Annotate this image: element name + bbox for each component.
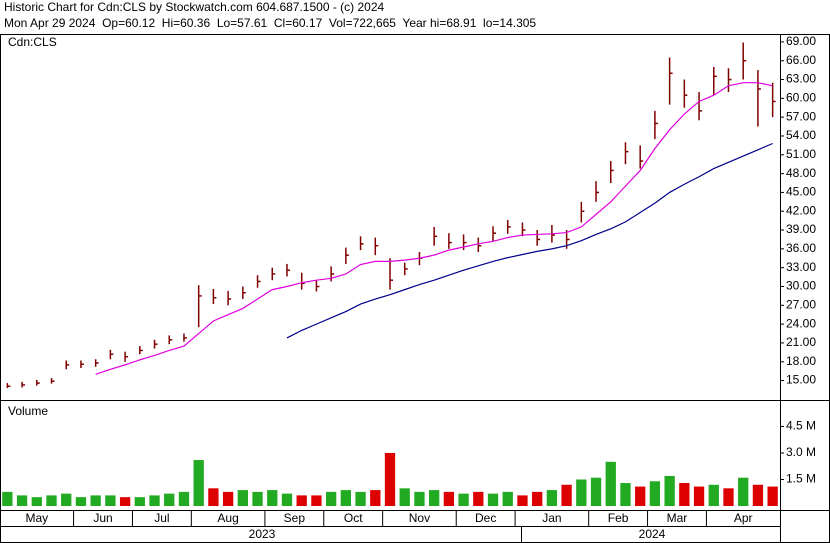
y-tick-label: 30.00	[786, 279, 816, 293]
volume-bar	[590, 477, 602, 506]
y-tick-label: 60.00	[786, 91, 816, 105]
volume-bar	[399, 488, 410, 506]
x-tick-label: May	[25, 511, 48, 525]
volume-bar	[90, 495, 101, 506]
volume-bar	[134, 497, 145, 506]
year-label: 2024	[639, 527, 666, 541]
y-tick-label: 48.00	[786, 166, 816, 180]
y-tick-label: 15.00	[786, 373, 816, 387]
y-tick-label: 51.00	[786, 147, 816, 161]
volume-bar	[208, 488, 219, 506]
volume-bar	[311, 495, 322, 506]
volume-bar	[708, 484, 719, 506]
moving-average	[286, 142, 773, 339]
volume-bar	[149, 495, 160, 506]
volume-bar	[105, 495, 116, 506]
volume-bar	[693, 486, 705, 506]
y-tick-label: 54.00	[786, 128, 816, 142]
volume-bar	[487, 493, 499, 506]
volume-label: Volume	[8, 404, 48, 418]
volume-bar	[738, 477, 749, 506]
volume-bar	[561, 484, 572, 506]
x-tick-label: Jan	[542, 511, 561, 525]
x-tick-label: Sep	[284, 511, 306, 525]
volume-bar	[2, 491, 13, 506]
volume-bar	[340, 490, 351, 506]
volume-bar	[237, 490, 248, 506]
x-tick-label: Apr	[734, 511, 753, 525]
y-tick-label: 21.00	[786, 335, 816, 349]
volume-bar	[414, 491, 425, 506]
volume-bar	[222, 491, 234, 506]
volume-bar	[75, 497, 87, 506]
x-tick-label: Nov	[409, 511, 430, 525]
volume-bar	[370, 490, 381, 506]
y-tick-label: 36.00	[786, 241, 816, 255]
volume-bar	[355, 491, 366, 506]
chart-subtitle: Mon Apr 29 2024 Op=60.12 Hi=60.36 Lo=57.…	[4, 16, 536, 30]
volume-bar	[429, 490, 440, 506]
volume-bar	[605, 461, 616, 506]
volume-bar	[119, 497, 131, 506]
x-tick-label: Jun	[93, 511, 112, 525]
volume-bar	[178, 491, 190, 506]
y-tick-label: 24.00	[786, 316, 816, 330]
volume-bar	[267, 490, 278, 506]
y-tick-label: 18.00	[786, 354, 816, 368]
chart-title: Historic Chart for Cdn:CLS by Stockwatch…	[4, 0, 385, 14]
volume-bar	[752, 484, 764, 506]
y-tick-label: 45.00	[786, 185, 816, 199]
volume-bar	[193, 460, 204, 506]
volume-bar	[473, 491, 484, 506]
volume-bar	[281, 493, 293, 506]
x-tick-label: Feb	[608, 511, 629, 525]
volume-bar	[546, 490, 558, 506]
volume-bar	[16, 495, 28, 506]
volume-bar	[252, 491, 263, 506]
volume-bar	[532, 491, 543, 506]
volume-bar	[679, 483, 690, 506]
volume-bar	[61, 493, 72, 506]
volume-bar	[296, 495, 307, 506]
y-tick-label: 3.0 M	[786, 445, 816, 459]
x-tick-label: Dec	[475, 511, 496, 525]
volume-bar	[325, 491, 337, 506]
x-tick-label: Mar	[667, 511, 688, 525]
volume-bar	[164, 493, 175, 506]
volume-bar	[723, 488, 734, 506]
volume-bar	[517, 495, 528, 506]
volume-bar	[649, 481, 661, 506]
y-tick-label: 1.5 M	[786, 472, 816, 486]
x-tick-label: Aug	[217, 511, 238, 525]
volume-bar	[664, 475, 675, 506]
symbol-label: Cdn:CLS	[8, 35, 57, 49]
x-tick-label: Jul	[154, 511, 169, 525]
y-tick-label: 33.00	[786, 260, 816, 274]
y-tick-label: 57.00	[786, 109, 816, 123]
y-tick-label: 66.00	[786, 53, 816, 67]
volume-bar	[576, 479, 587, 506]
volume-bar	[46, 495, 57, 506]
volume-bar	[620, 483, 631, 506]
volume-bar	[384, 452, 396, 506]
volume-bar	[458, 493, 469, 506]
y-tick-label: 69.00	[786, 34, 816, 48]
year-label: 2023	[249, 527, 276, 541]
volume-bar	[635, 486, 646, 506]
y-tick-label: 63.00	[786, 72, 816, 86]
x-tick-label: Oct	[344, 511, 363, 525]
y-tick-label: 39.00	[786, 222, 816, 236]
y-tick-label: 4.5 M	[786, 419, 816, 433]
volume-bar	[767, 486, 778, 506]
y-tick-label: 27.00	[786, 297, 816, 311]
volume-bar	[31, 497, 42, 506]
y-tick-label: 42.00	[786, 203, 816, 217]
volume-bar	[443, 491, 455, 506]
volume-bar	[502, 491, 513, 506]
moving-average	[95, 82, 773, 375]
